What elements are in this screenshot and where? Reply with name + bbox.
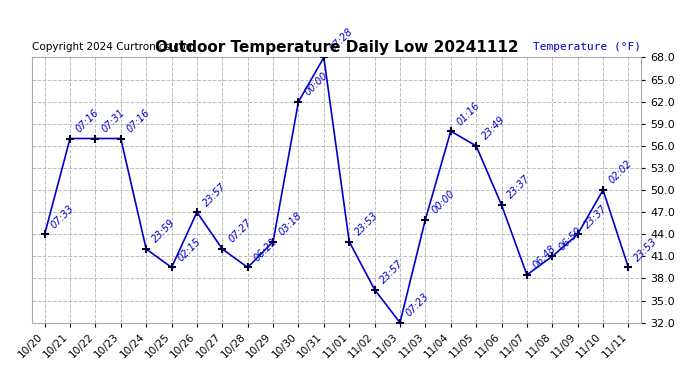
Text: 23:49: 23:49 [480, 115, 507, 142]
Text: 07:23: 07:23 [404, 291, 431, 318]
Text: 00:00: 00:00 [430, 188, 457, 215]
Text: 01:16: 01:16 [455, 100, 482, 127]
Text: 23:53: 23:53 [633, 236, 660, 263]
Text: 02:02: 02:02 [607, 159, 634, 186]
Text: 07:27: 07:27 [226, 218, 253, 245]
Text: 07:28: 07:28 [328, 26, 355, 53]
Text: 07:16: 07:16 [125, 107, 152, 134]
Text: 03:18: 03:18 [277, 210, 304, 237]
Text: 02:15: 02:15 [176, 236, 203, 263]
Text: Temperature (°F): Temperature (°F) [533, 42, 641, 52]
Text: 06:48: 06:48 [531, 244, 558, 271]
Text: 23:59: 23:59 [150, 218, 177, 245]
Title: Outdoor Temperature Daily Low 20241112: Outdoor Temperature Daily Low 20241112 [155, 40, 518, 55]
Text: 07:33: 07:33 [49, 203, 76, 230]
Text: 07:31: 07:31 [99, 107, 127, 134]
Text: 23:57: 23:57 [201, 181, 228, 208]
Text: 06:22: 06:22 [252, 236, 279, 263]
Text: Copyright 2024 Curtronics.com: Copyright 2024 Curtronics.com [32, 42, 195, 52]
Text: 07:16: 07:16 [75, 107, 101, 134]
Text: 23:57: 23:57 [379, 258, 406, 285]
Text: 23:37: 23:37 [506, 174, 533, 201]
Text: 23:53: 23:53 [353, 210, 380, 237]
Text: 23:37: 23:37 [582, 203, 609, 230]
Text: 06:50: 06:50 [556, 225, 584, 252]
Text: 00:00: 00:00 [303, 70, 330, 98]
